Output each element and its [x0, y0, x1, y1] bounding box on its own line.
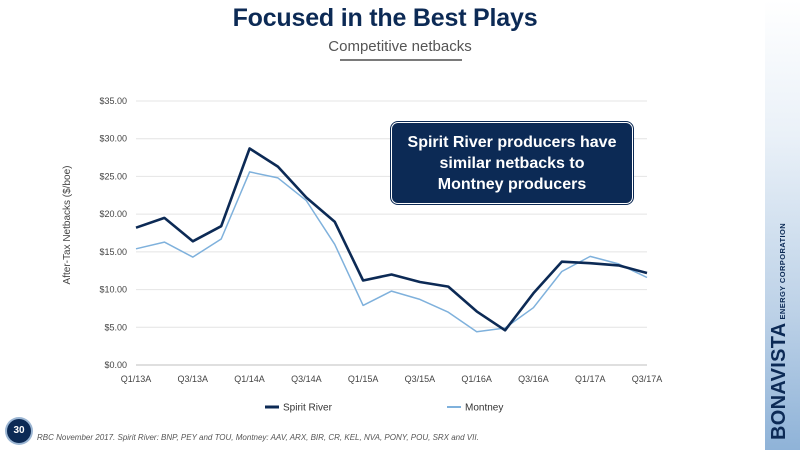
x-axis-ticks: Q1/13A Q3/13A Q1/14A Q3/14A Q1/15A Q3/15A Q1/1…: [121, 374, 663, 384]
y-tick-label: $0.00: [104, 360, 127, 370]
callout-box: Spirit River producers have similar netb…: [392, 123, 632, 203]
x-tick-label: Q3/15A: [405, 374, 436, 384]
source-footnote: RBC November 2017. Spirit River: BNP, PE…: [37, 433, 479, 442]
chart-series: [135, 147, 648, 333]
y-tick-label: $30.00: [99, 134, 127, 144]
legend-label: Spirit River: [283, 403, 333, 414]
x-tick-label: Q3/13A: [178, 374, 209, 384]
y-tick-label: $20.00: [99, 209, 127, 219]
x-tick-label: Q1/14A: [234, 374, 265, 384]
slide-subtitle: Competitive netbacks: [328, 38, 472, 55]
y-tick-label: $25.00: [99, 171, 127, 181]
x-tick-label: Q1/15A: [348, 374, 379, 384]
series-line-montney: [135, 171, 648, 333]
x-tick-label: Q3/16A: [518, 374, 549, 384]
y-tick-label: $5.00: [104, 322, 127, 332]
y-tick-label: $35.00: [99, 96, 127, 106]
x-tick-label: Q1/16A: [461, 374, 492, 384]
y-tick-label: $15.00: [99, 247, 127, 257]
series-line-spirit-river: [135, 147, 648, 332]
chart-legend: Spirit River Montney: [265, 403, 503, 414]
x-tick-label: Q3/14A: [291, 374, 322, 384]
y-tick-label: $10.00: [99, 285, 127, 295]
x-tick-label: Q3/17A: [632, 374, 663, 384]
y-axis-ticks: $0.00 $5.00 $10.00 $15.00 $20.00 $25.00 $30.00…: [99, 96, 127, 370]
x-tick-label: Q1/17A: [575, 374, 606, 384]
legend-label: Montney: [465, 403, 503, 414]
callout-text: Spirit River producers have similar netb…: [407, 133, 617, 193]
brand-side-bar: [765, 0, 800, 450]
y-axis-label: After-Tax Netbacks ($/boe): [62, 166, 73, 285]
x-tick-label: Q1/13A: [121, 374, 152, 384]
page-number-badge: 30: [7, 419, 31, 443]
slide-title: Focused in the Best Plays: [232, 4, 538, 32]
subtitle-underline: [340, 59, 462, 61]
